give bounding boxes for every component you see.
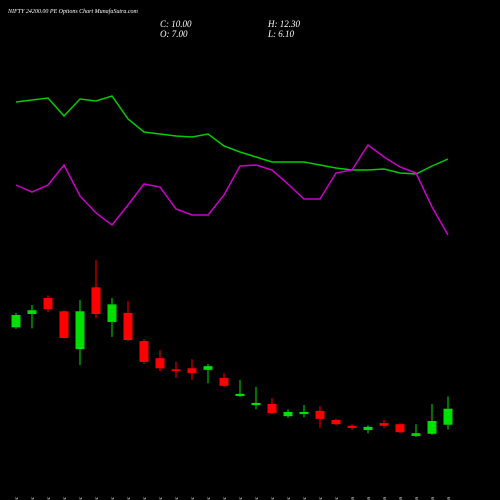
candle-body xyxy=(43,297,53,310)
open-text: O: 7.00 xyxy=(160,29,188,39)
candle-body xyxy=(107,304,117,322)
candle-body xyxy=(187,368,197,374)
low-text: L: 6.10 xyxy=(267,29,295,39)
candle-body xyxy=(75,311,85,350)
candle-body xyxy=(171,369,181,371)
x-tick-label: 13 Dec xyxy=(159,496,164,500)
candle-body xyxy=(427,420,437,434)
x-tick-label: 09 Jan xyxy=(447,497,452,500)
candle-body xyxy=(235,393,245,396)
high-text: H: 12.30 xyxy=(267,19,300,29)
indicator-line xyxy=(15,95,449,175)
x-tick-label: 07 Jan xyxy=(415,497,420,500)
candle-body xyxy=(347,425,357,428)
x-tick-label: 10 Dec xyxy=(111,496,116,500)
x-tick-label: 24 Dec xyxy=(271,496,276,500)
x-tick-label: 23 Dec xyxy=(255,496,260,500)
candle-body xyxy=(299,411,309,415)
x-tick-label: 11 Dec xyxy=(127,496,132,500)
candle-body xyxy=(91,287,101,314)
x-tick-label: 31 Dec xyxy=(335,496,340,500)
x-tick-label: 05 Dec xyxy=(63,496,68,500)
candle-body xyxy=(395,424,405,433)
candle-body xyxy=(139,341,149,362)
indicator-line xyxy=(15,143,449,236)
candle-body xyxy=(27,310,37,314)
candle-body xyxy=(267,403,277,414)
candle-body xyxy=(379,423,389,426)
candle-body xyxy=(363,426,373,431)
candle-body xyxy=(283,411,293,417)
candle-body xyxy=(251,402,261,406)
x-tick-label: 03 Dec xyxy=(31,496,36,500)
x-tick-label: 02 Dec xyxy=(15,496,20,500)
x-tick-label: 08 Jan xyxy=(431,497,436,500)
x-tick-label: 20 Dec xyxy=(239,496,244,500)
candle-body xyxy=(219,377,229,386)
x-tick-label: 03 Jan xyxy=(383,497,388,500)
chart-title: NIFTY 24200.00 PE Options Chart MunafaSu… xyxy=(7,8,139,15)
candle-body xyxy=(203,366,213,370)
x-tick-label: 02 Jan xyxy=(367,497,372,500)
candle-body xyxy=(443,408,453,425)
x-tick-label: 16 Dec xyxy=(175,496,180,500)
candle-body xyxy=(411,433,421,436)
x-tick-label: 12 Dec xyxy=(143,496,148,500)
x-tick-label: 27 Dec xyxy=(303,496,308,500)
candle-body xyxy=(155,358,165,369)
candle-body xyxy=(123,312,133,341)
x-tick-label: 09 Dec xyxy=(95,496,100,500)
x-tick-label: 04 Dec xyxy=(47,496,52,500)
x-tick-label: 26 Dec xyxy=(287,496,292,500)
x-tick-label: 06 Jan xyxy=(399,497,404,500)
x-tick-label: 01 Jan xyxy=(351,497,356,500)
candle-body xyxy=(331,419,341,425)
close-text: C: 10.00 xyxy=(160,19,192,29)
candle-body xyxy=(11,315,21,328)
x-tick-label: 19 Dec xyxy=(223,496,228,500)
candle-body xyxy=(59,311,69,338)
x-tick-label: 17 Dec xyxy=(191,496,196,500)
x-tick-label: 30 Dec xyxy=(319,496,324,500)
x-tick-label: 06 Dec xyxy=(79,496,84,500)
x-tick-label: 18 Dec xyxy=(207,496,212,500)
candle-body xyxy=(315,410,325,419)
